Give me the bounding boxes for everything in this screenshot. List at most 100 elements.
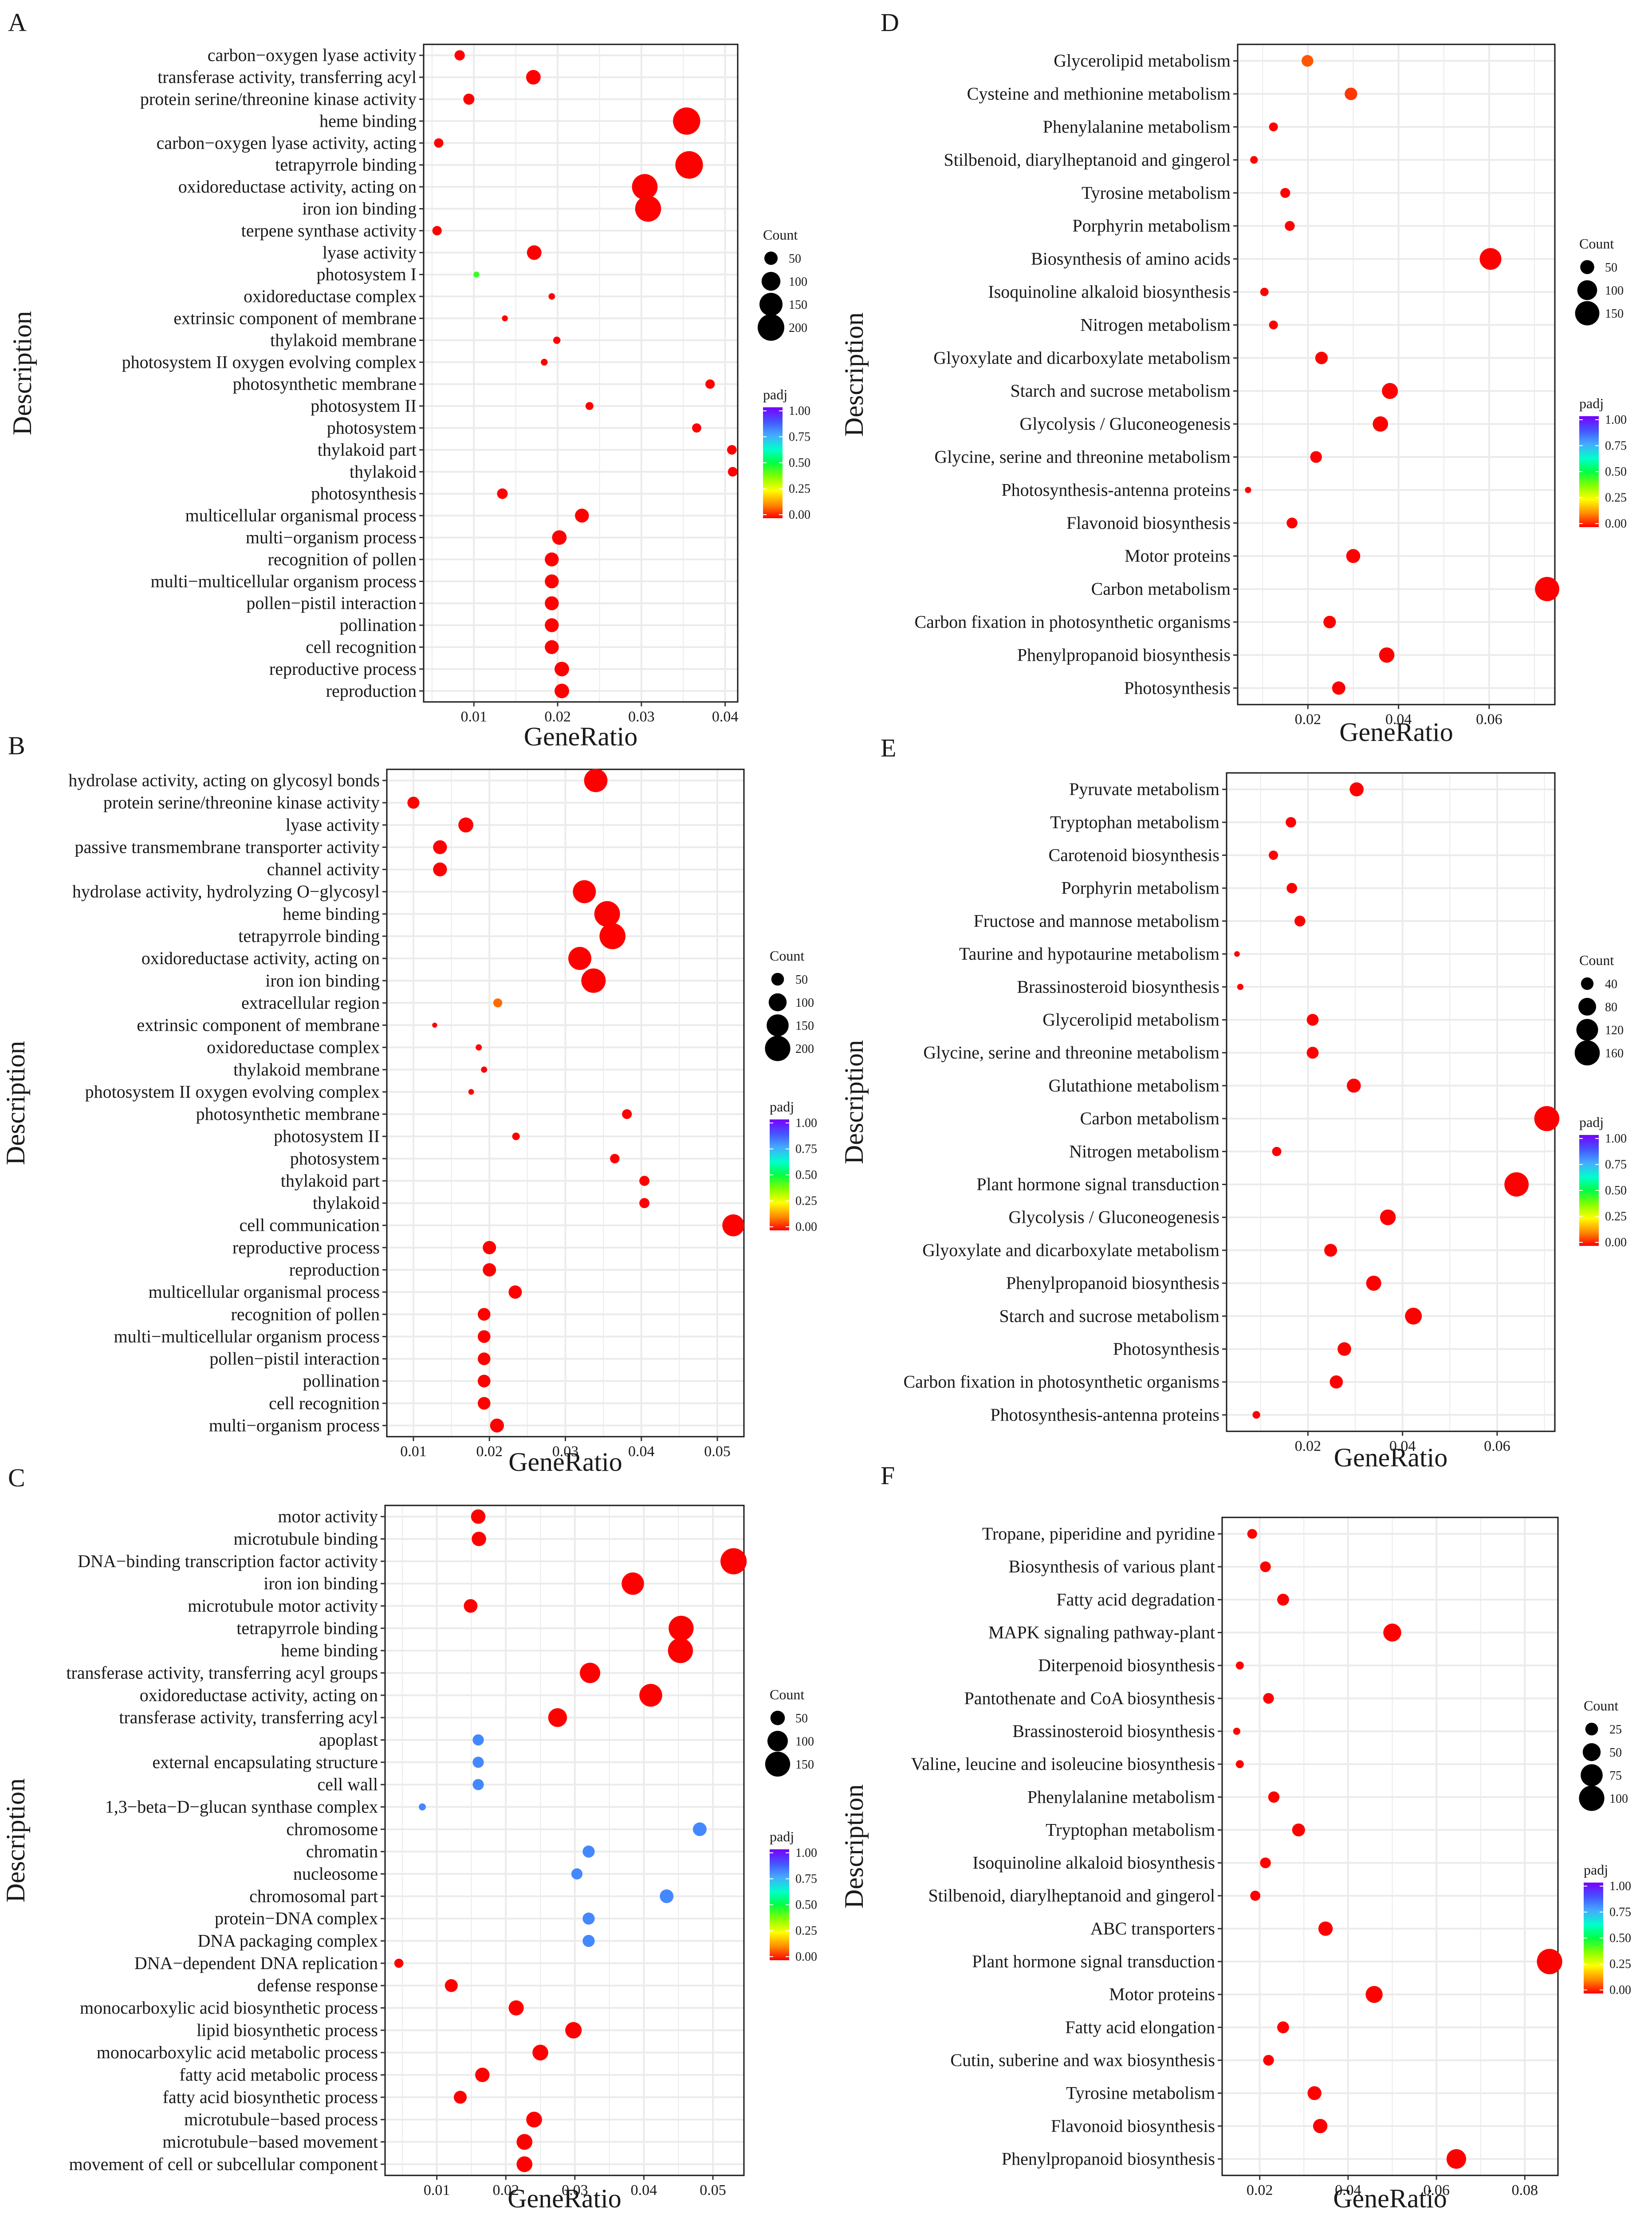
count-legend-label: 150 xyxy=(795,1019,814,1033)
data-point xyxy=(477,1308,491,1321)
count-legend-label: 100 xyxy=(789,275,807,289)
data-point xyxy=(472,1532,486,1546)
y-tick-label: Phenylalanine metabolism xyxy=(1027,1787,1215,1807)
data-point xyxy=(573,880,596,903)
y-tick-label: Glycine, serine and threonine metabolism xyxy=(934,447,1231,467)
data-point xyxy=(1280,188,1290,198)
count-legend-dot xyxy=(765,1751,791,1777)
y-tick-label: reproductive process xyxy=(232,1237,380,1257)
y-tick-label: Phenylpropanoid biosynthesis xyxy=(1006,1273,1219,1293)
data-point xyxy=(454,50,465,61)
data-point xyxy=(692,1822,707,1836)
y-tick-label: Stilbenoid, diarylheptanoid and gingerol xyxy=(928,1886,1215,1906)
count-legend-dot xyxy=(1576,1019,1598,1041)
count-legend-label: 100 xyxy=(1609,1792,1628,1806)
data-point xyxy=(477,1330,491,1343)
y-tick-label: thylakoid part xyxy=(281,1170,380,1190)
padj-legend-label: 0.00 xyxy=(1605,1236,1627,1249)
y-tick-label: Plant hormone signal transduction xyxy=(972,1951,1215,1971)
padj-legend-label: 0.50 xyxy=(1605,1184,1627,1198)
count-legend-dot xyxy=(759,293,783,316)
y-tick-label: fatty acid biosynthetic process xyxy=(163,2087,378,2107)
y-tick-label: extrinsic component of membrane xyxy=(137,1015,380,1035)
data-point xyxy=(582,1934,595,1947)
data-point xyxy=(1285,221,1295,231)
y-tick-label: Starch and sucrose metabolism xyxy=(1010,381,1231,401)
padj-legend-label: 0.50 xyxy=(789,456,810,470)
data-point xyxy=(476,1044,482,1051)
count-legend-label: 75 xyxy=(1609,1769,1622,1783)
count-legend-label: 160 xyxy=(1605,1047,1624,1060)
y-tick-label: microtubule−based movement xyxy=(162,2132,378,2152)
count-legend-label: 50 xyxy=(795,1712,808,1726)
padj-legend-label: 1.00 xyxy=(789,404,810,418)
padj-legend-label: 0.75 xyxy=(1605,439,1627,453)
y-tick-label: Valine, leucine and isoleucine biosynthe… xyxy=(911,1754,1215,1774)
count-legend-dot xyxy=(764,252,778,265)
data-point xyxy=(552,530,567,545)
padj-legend-label: 0.75 xyxy=(795,1142,817,1156)
data-point xyxy=(1277,1593,1289,1606)
count-legend-dot xyxy=(765,1036,791,1061)
count-legend-dot xyxy=(767,1014,789,1036)
data-point xyxy=(635,196,661,222)
y-tick-label: reproductive process xyxy=(269,659,417,679)
y-tick-label: Cysteine and methionine metabolism xyxy=(967,84,1231,104)
x-tick-label: 0.02 xyxy=(1295,711,1322,728)
padj-legend-title: padj xyxy=(770,1828,794,1844)
data-point xyxy=(1373,416,1388,432)
padj-legend-label: 1.00 xyxy=(795,1116,817,1130)
x-tick-label: 0.08 xyxy=(1512,2182,1538,2198)
padj-legend-title: padj xyxy=(770,1099,794,1115)
y-tick-label: monocarboxylic acid metabolic process xyxy=(97,2042,378,2062)
count-legend-title: Count xyxy=(1579,236,1614,252)
data-point xyxy=(582,1845,595,1858)
y-tick-label: Biosynthesis of amino acids xyxy=(1031,249,1231,269)
y-tick-label: Carbon fixation in photosynthetic organi… xyxy=(914,612,1231,632)
y-tick-label: protein serine/threonine kinase activity xyxy=(103,792,380,812)
y-tick-label: Glycolysis / Gluconeogenesis xyxy=(1020,414,1231,434)
y-tick-label: oxidoreductase activity, acting on xyxy=(140,1685,378,1705)
count-legend-label: 50 xyxy=(1609,1746,1622,1760)
data-point xyxy=(394,1958,404,1968)
y-tick-label: pollen−pistil interaction xyxy=(246,593,417,613)
data-point xyxy=(639,1176,650,1186)
y-tick-label: hydrolase activity, hydrolyzing O−glycos… xyxy=(72,882,380,902)
x-tick-label: 0.04 xyxy=(1385,711,1412,728)
y-tick-label: lipid biosynthetic process xyxy=(197,2020,378,2040)
y-tick-label: Tryptophan metabolism xyxy=(1050,812,1219,832)
y-tick-label: Glycerolipid metabolism xyxy=(1042,1010,1219,1030)
data-point xyxy=(1535,577,1560,601)
data-point xyxy=(1233,1727,1240,1735)
padj-legend-label: 1.00 xyxy=(1605,413,1627,427)
y-tick-label: Glycerolipid metabolism xyxy=(1054,51,1231,71)
data-point xyxy=(1269,320,1278,330)
count-legend-label: 50 xyxy=(795,973,808,987)
y-tick-label: microtubule−based process xyxy=(184,2109,378,2129)
y-tick-label: hydrolase activity, acting on glycosyl b… xyxy=(68,770,380,790)
data-point xyxy=(432,1022,437,1028)
count-legend-dot xyxy=(1581,977,1594,990)
padj-legend-label: 0.00 xyxy=(795,1950,817,1964)
data-point xyxy=(464,1599,478,1613)
padj-legend-label: 0.25 xyxy=(1609,1958,1631,1971)
padj-legend-label: 0.75 xyxy=(789,430,810,444)
y-tick-label: transferase activity, transferring acyl xyxy=(157,67,417,87)
data-point xyxy=(483,1241,496,1254)
padj-legend-label: 0.50 xyxy=(1609,1931,1631,1945)
data-point xyxy=(483,1263,496,1276)
y-axis-title: Description xyxy=(1,1041,30,1165)
y-tick-label: chromatin xyxy=(306,1841,378,1861)
data-point xyxy=(1269,122,1278,131)
data-point xyxy=(545,574,559,589)
plot-border xyxy=(1237,43,1556,705)
data-point xyxy=(584,768,608,792)
data-point xyxy=(477,1352,491,1365)
count-legend-dot xyxy=(1575,301,1600,326)
padj-legend-label: 0.25 xyxy=(1605,1210,1627,1224)
y-tick-label: Tryptophan metabolism xyxy=(1046,1820,1215,1840)
x-tick-label: 0.06 xyxy=(1423,2182,1450,2198)
padj-legend-label: 0.25 xyxy=(795,1924,817,1938)
data-point xyxy=(1268,1791,1280,1803)
padj-legend-label: 0.50 xyxy=(795,1898,817,1912)
